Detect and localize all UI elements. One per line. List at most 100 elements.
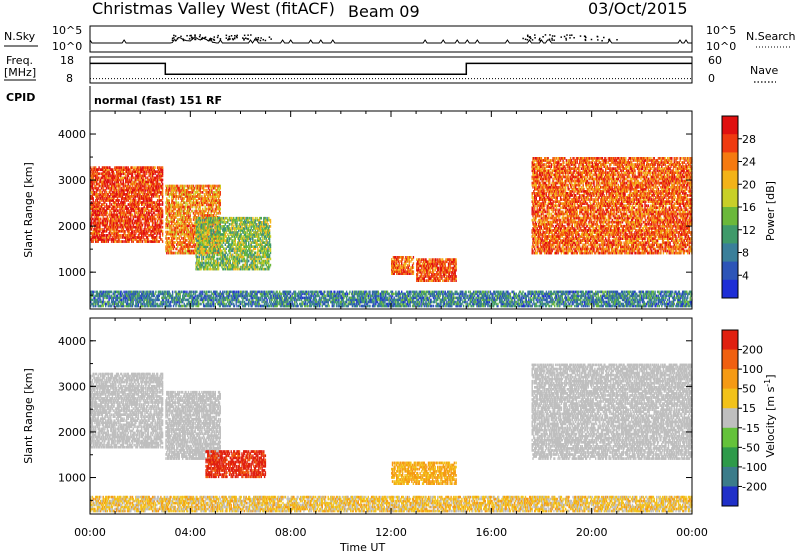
heatmap-cell <box>90 207 92 210</box>
heatmap-cell <box>151 193 154 196</box>
heatmap-cell <box>122 190 124 194</box>
heatmap-cell <box>126 221 128 225</box>
heatmap-cell <box>148 221 150 225</box>
heatmap-cell <box>111 199 114 202</box>
heatmap-cell <box>131 227 134 231</box>
heatmap-cell <box>132 199 134 202</box>
heatmap-cell <box>152 238 155 241</box>
heatmap-cell <box>95 232 97 235</box>
noise-sky-label: N.Sky <box>4 30 36 43</box>
heatmap-cell <box>129 176 131 180</box>
heatmap-cell <box>152 178 155 182</box>
heatmap-cell <box>177 222 179 225</box>
heatmap-cell <box>192 245 194 249</box>
heatmap-cell <box>166 245 169 249</box>
heatmap-cell <box>154 221 156 225</box>
heatmap-cell <box>102 180 104 184</box>
heatmap-cell <box>101 195 104 198</box>
heatmap-cell <box>124 236 126 239</box>
heatmap-cell <box>178 222 180 225</box>
heatmap-cell <box>127 170 129 174</box>
heatmap-cell <box>122 188 124 192</box>
heatmap-cell <box>145 217 147 221</box>
heatmap-cell <box>109 182 111 186</box>
heatmap-cell <box>93 236 95 239</box>
heatmap-cell <box>110 238 113 241</box>
heatmap-cell <box>108 232 110 235</box>
heatmap-cell <box>153 229 155 233</box>
heatmap-cell <box>190 193 192 196</box>
heatmap-cell <box>117 195 119 198</box>
heatmap-cell <box>168 186 170 190</box>
heatmap-cell <box>156 203 158 206</box>
heatmap-cell <box>95 229 98 233</box>
heatmap-cell <box>98 178 100 182</box>
heatmap-cell <box>172 237 175 240</box>
heatmap-cell <box>144 209 146 213</box>
heatmap-cell <box>120 207 123 210</box>
heatmap-cell <box>113 227 115 231</box>
heatmap-cell <box>173 230 175 234</box>
heatmap-cell <box>126 168 129 171</box>
noise-search-dot <box>194 35 196 37</box>
heatmap-cell <box>134 201 136 204</box>
heatmap-cell <box>188 186 191 190</box>
heatmap-cell <box>156 182 159 186</box>
heatmap-cell <box>126 186 128 190</box>
heatmap-cell <box>125 166 127 169</box>
heatmap-cell <box>90 176 93 180</box>
heatmap-cell <box>123 205 125 208</box>
heatmap-cell <box>103 223 105 227</box>
heatmap-cell <box>102 178 104 182</box>
heatmap-cell <box>120 199 123 202</box>
heatmap-cell <box>166 239 169 242</box>
heatmap-cell <box>187 216 190 219</box>
noise-panel: N.Sky N.Search 10^5 10^0 10^5 10^0 <box>4 24 796 53</box>
heatmap-cell <box>156 180 159 184</box>
heatmap-cell <box>192 201 194 205</box>
heatmap-cell <box>194 247 196 251</box>
heatmap-cell <box>171 184 174 188</box>
heatmap-cell <box>146 201 148 204</box>
heatmap-cell <box>136 240 139 243</box>
heatmap-cell <box>105 209 108 213</box>
heatmap-cell <box>108 180 110 184</box>
heatmap-cell <box>111 172 114 176</box>
noise-search-dot <box>229 38 231 40</box>
heatmap-cell <box>178 209 180 213</box>
heatmap-cell <box>138 238 140 241</box>
heatmap-cell <box>102 234 104 237</box>
heatmap-cell <box>97 215 99 219</box>
heatmap-cell <box>134 225 136 229</box>
heatmap-cell <box>126 211 128 215</box>
heatmap-cell <box>150 199 152 202</box>
heatmap-cell <box>141 209 143 213</box>
heatmap-cell <box>193 239 196 242</box>
heatmap-cell <box>177 232 180 236</box>
heatmap-cell <box>189 249 191 253</box>
heatmap-cell <box>136 168 139 171</box>
heatmap-cell <box>95 174 98 178</box>
heatmap-cell <box>155 190 157 194</box>
heatmap-cell <box>182 247 185 251</box>
heatmap-cell <box>194 214 196 217</box>
heatmap-cell <box>159 219 161 223</box>
heatmap-cell <box>143 205 145 208</box>
heatmap-cell <box>131 201 134 204</box>
heatmap-cell <box>165 224 167 228</box>
heatmap-cell <box>128 180 130 184</box>
heatmap-cell <box>186 230 188 234</box>
heatmap-cell <box>92 203 94 206</box>
heatmap-cell <box>110 188 113 192</box>
heatmap-cell <box>152 180 155 184</box>
heatmap-cell <box>157 223 160 227</box>
frequency-trace <box>90 62 692 80</box>
heatmap-cell <box>115 166 118 169</box>
heatmap-cell <box>131 229 133 233</box>
heatmap-cell <box>123 166 125 169</box>
heatmap-cell <box>138 197 140 200</box>
heatmap-cell <box>154 229 156 233</box>
heatmap-cell <box>188 209 191 213</box>
heatmap-cell <box>191 191 193 194</box>
heatmap-cell <box>104 201 106 204</box>
